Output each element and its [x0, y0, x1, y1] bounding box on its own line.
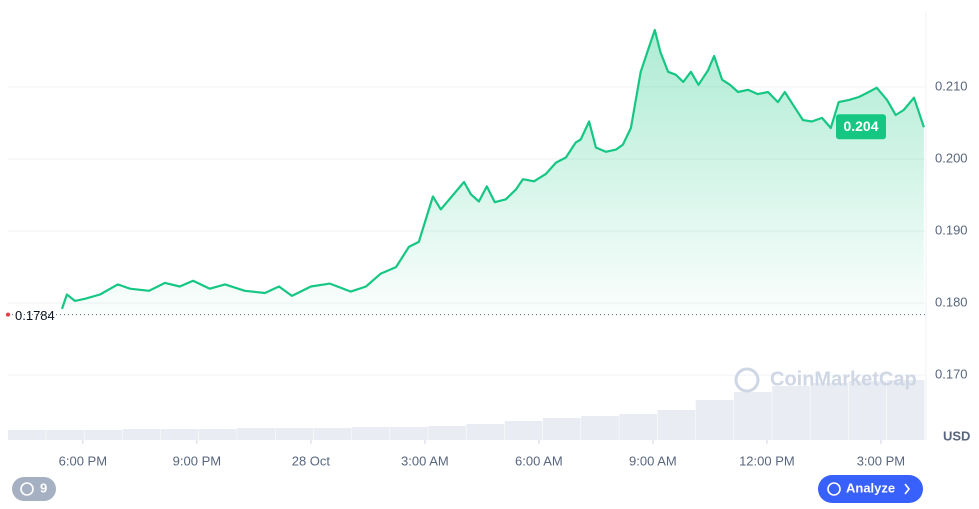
- analyze-button[interactable]: [818, 475, 923, 503]
- line-layer: [60, 28, 925, 315]
- x-tick-label: 9:00 PM: [173, 453, 221, 468]
- volume-bar: [199, 429, 237, 440]
- currency-label: USD: [943, 428, 970, 443]
- y-tick-label: 0.210: [935, 78, 968, 93]
- volume-bar: [160, 429, 199, 440]
- volume-bar: [351, 427, 390, 440]
- analyze-icon: [827, 482, 841, 496]
- price-tag-label: 0.204: [843, 118, 878, 134]
- x-tick-label: 6:00 AM: [515, 453, 563, 468]
- volume-bar: [8, 430, 46, 440]
- volume-bar: [772, 386, 810, 440]
- analyze-label: Analyze: [846, 480, 895, 495]
- y-tick-label: 0.180: [935, 295, 968, 310]
- history-count: 9: [40, 480, 47, 495]
- volume-bar: [84, 430, 123, 440]
- volume-bar: [848, 381, 887, 440]
- analyze-chevron: [904, 483, 911, 495]
- y-tick-label: 0.190: [935, 222, 968, 237]
- open-price-dot: [6, 312, 10, 317]
- volume-bar: [504, 421, 543, 440]
- volume-bar: [466, 424, 505, 440]
- volume-bar: [390, 427, 428, 440]
- price-tag-box: [836, 114, 886, 140]
- volume-bar: [237, 428, 275, 440]
- volume-bar: [542, 418, 581, 440]
- y-tick-label: 0.200: [935, 150, 968, 165]
- x-tick-label: 3:00 AM: [401, 453, 449, 468]
- x-tick-label: 28 Oct: [292, 453, 331, 468]
- y-tick-label: 0.170: [935, 367, 968, 382]
- history-icon: [20, 482, 34, 496]
- area-fill: [61, 30, 924, 315]
- x-tick-label: 6:00 PM: [59, 453, 107, 468]
- x-tick-label: 12:00 PM: [739, 453, 795, 468]
- watermark-logo: [734, 367, 760, 393]
- volume-bar: [46, 430, 84, 440]
- volume-bar: [122, 429, 161, 440]
- volume-bar: [733, 392, 772, 440]
- volume-bar: [275, 428, 314, 440]
- volume-bar: [581, 416, 619, 440]
- volume-bar: [657, 410, 696, 440]
- x-tick-label: 9:00 AM: [629, 453, 677, 468]
- volume-bar: [428, 426, 466, 440]
- history-badge[interactable]: [12, 477, 56, 501]
- volume-bar: [886, 380, 925, 440]
- volume-layer: [8, 380, 925, 440]
- volume-bar: [619, 414, 658, 440]
- volume-bar: [695, 400, 734, 440]
- open-price-label: 0.1784: [15, 308, 55, 323]
- volume-bar: [810, 383, 849, 440]
- x-tick-label: 3:00 PM: [857, 453, 905, 468]
- price-line: [60, 28, 925, 310]
- volume-bar: [313, 428, 352, 440]
- watermark: CoinMarketCap: [770, 368, 917, 390]
